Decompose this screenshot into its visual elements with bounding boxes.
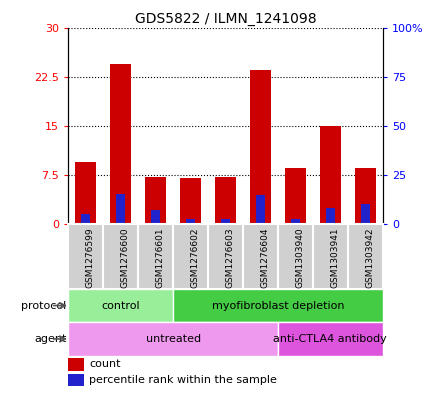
FancyBboxPatch shape <box>313 224 348 289</box>
Text: GSM1303941: GSM1303941 <box>330 227 339 288</box>
Text: GSM1276599: GSM1276599 <box>86 227 95 288</box>
FancyBboxPatch shape <box>173 224 208 289</box>
Bar <box>145 177 166 224</box>
Bar <box>221 219 230 224</box>
Bar <box>320 126 341 224</box>
Text: percentile rank within the sample: percentile rank within the sample <box>89 375 277 385</box>
Bar <box>215 177 236 224</box>
Text: GSM1303942: GSM1303942 <box>365 227 374 288</box>
Text: control: control <box>101 301 140 310</box>
Text: protocol: protocol <box>21 301 66 310</box>
FancyBboxPatch shape <box>348 224 383 289</box>
Bar <box>355 168 376 224</box>
Text: GSM1303940: GSM1303940 <box>295 227 304 288</box>
Text: myofibroblast depletion: myofibroblast depletion <box>212 301 344 310</box>
Bar <box>110 64 131 224</box>
FancyBboxPatch shape <box>68 289 173 322</box>
Text: GSM1276604: GSM1276604 <box>260 227 269 288</box>
Text: GSM1276601: GSM1276601 <box>156 227 165 288</box>
FancyBboxPatch shape <box>173 289 383 322</box>
FancyBboxPatch shape <box>138 224 173 289</box>
FancyBboxPatch shape <box>68 322 278 356</box>
Bar <box>291 219 300 224</box>
Text: GSM1276603: GSM1276603 <box>226 227 235 288</box>
Text: untreated: untreated <box>146 334 201 344</box>
Text: GSM1276600: GSM1276600 <box>121 227 130 288</box>
Bar <box>116 193 125 224</box>
FancyBboxPatch shape <box>278 224 313 289</box>
Bar <box>361 204 370 224</box>
FancyBboxPatch shape <box>208 224 243 289</box>
FancyBboxPatch shape <box>243 224 278 289</box>
Bar <box>285 168 306 224</box>
Bar <box>68 358 84 371</box>
Bar <box>326 208 335 224</box>
Bar <box>68 374 84 386</box>
FancyBboxPatch shape <box>103 224 138 289</box>
FancyBboxPatch shape <box>278 322 383 356</box>
FancyBboxPatch shape <box>68 224 103 289</box>
Text: GSM1276602: GSM1276602 <box>191 227 200 288</box>
Text: agent: agent <box>34 334 66 344</box>
Text: count: count <box>89 359 121 369</box>
Bar <box>81 214 90 224</box>
Bar <box>151 210 160 224</box>
Title: GDS5822 / ILMN_1241098: GDS5822 / ILMN_1241098 <box>135 13 316 26</box>
Bar <box>256 195 265 224</box>
Bar <box>180 178 201 224</box>
Text: anti-CTLA4 antibody: anti-CTLA4 antibody <box>274 334 387 344</box>
Bar <box>75 162 96 224</box>
Bar <box>250 70 271 224</box>
Bar <box>186 219 195 224</box>
